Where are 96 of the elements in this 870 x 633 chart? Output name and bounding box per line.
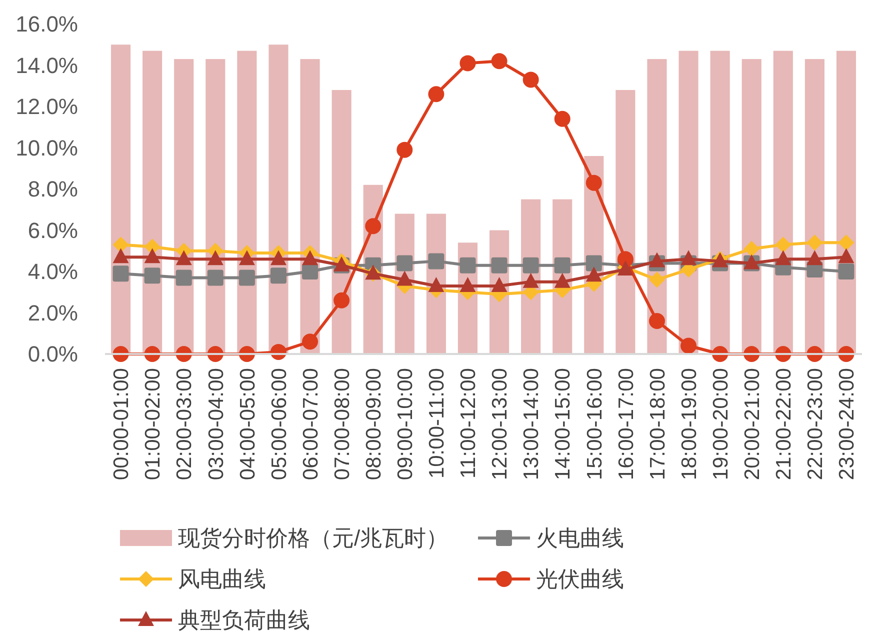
x-tick-label: 05:00-06:00 [268,368,291,480]
point [428,253,444,270]
point [522,72,539,88]
x-tick-label: 00:00-01:00 [110,368,134,480]
x-tick-label: 03:00-04:00 [204,368,228,480]
bar [678,50,698,354]
point [586,174,602,191]
x-tick-label: 10:00-11:00 [426,368,449,479]
x-tick-label: 04:00-05:00 [236,368,260,480]
point [207,270,224,286]
point [680,338,697,354]
x-tick-label: 15:00-16:00 [583,368,606,480]
x-tick-label: 16:00-17:00 [614,368,638,480]
point [806,250,823,266]
bar [268,44,288,354]
point [460,276,476,292]
y-tick-label: 6.0% [28,218,78,243]
point [428,86,444,102]
bar [710,50,730,354]
y-tick-label: 14.0% [16,52,78,78]
point [144,248,160,264]
y-tick-label: 2.0% [28,300,78,326]
point [176,250,192,266]
point [270,268,286,284]
x-tick-label: 18:00-19:00 [678,368,701,480]
x-tick-label: 08:00-09:00 [362,368,386,480]
x-tick-label: 07:00-08:00 [330,368,354,480]
point [460,257,476,274]
point [270,250,286,266]
x-tick-label: 01:00-02:00 [142,368,165,480]
legend-label: 典型负荷曲线 [178,608,310,633]
point [586,266,602,282]
point [176,270,192,286]
point [554,257,570,274]
point [744,240,760,257]
point [806,234,823,251]
point [554,110,570,127]
point [365,218,382,234]
x-tick-label: 14:00-15:00 [552,368,575,480]
bar [742,59,762,354]
point [396,142,413,158]
y-tick-label: 4.0% [28,259,78,284]
y-tick-label: 0.0% [28,342,78,367]
bar [142,50,162,354]
point [838,264,854,280]
y-tick-label: 12.0% [16,94,78,120]
point [302,250,318,266]
x-tick-label: 11:00-12:00 [457,368,480,479]
y-tick-label: 8.0% [28,176,78,202]
point [522,257,539,274]
point [491,276,508,292]
point [775,236,792,253]
x-tick-label: 13:00-14:00 [520,368,544,480]
point [334,292,350,308]
y-tick-label: 16.0% [16,12,78,37]
point [428,276,444,292]
point [838,248,854,264]
x-tick-label: 20:00-21:00 [740,368,764,480]
point [460,55,476,72]
point [838,234,854,251]
point [775,250,792,266]
point [302,334,318,350]
point [680,250,697,266]
point [302,264,318,280]
point [238,250,255,266]
point [112,248,129,264]
point [207,250,224,266]
legend-label: 火电曲线 [536,526,624,551]
x-tick-label: 17:00-18:00 [646,368,670,480]
x-tick-label: 19:00-20:00 [709,368,732,480]
x-tick-label: 21:00-22:00 [772,368,796,480]
x-tick-label: 22:00-23:00 [804,368,828,480]
point [396,255,413,272]
x-tick-label: 12:00-13:00 [488,368,512,480]
bar [616,90,636,354]
y-tick-label: 10.0% [16,135,78,160]
point [648,313,665,329]
x-tick-label: 09:00-10:00 [394,368,417,480]
legend-label: 光伏曲线 [536,566,624,592]
point [586,255,602,272]
point [648,272,665,288]
point [491,257,508,274]
point [112,236,129,253]
point [112,266,129,282]
x-tick-label: 06:00-07:00 [299,368,322,480]
x-tick-label: 02:00-03:00 [173,368,196,480]
point [238,270,255,286]
point [648,252,665,268]
point [491,53,508,70]
point [522,272,539,288]
x-tick-label: 23:00-24:00 [836,368,859,480]
legend-label: 风电曲线 [178,566,266,592]
legend-label: 现货分时价格（元/兆瓦时） [178,526,448,551]
point [396,270,413,286]
point [144,268,160,284]
point [554,272,570,288]
